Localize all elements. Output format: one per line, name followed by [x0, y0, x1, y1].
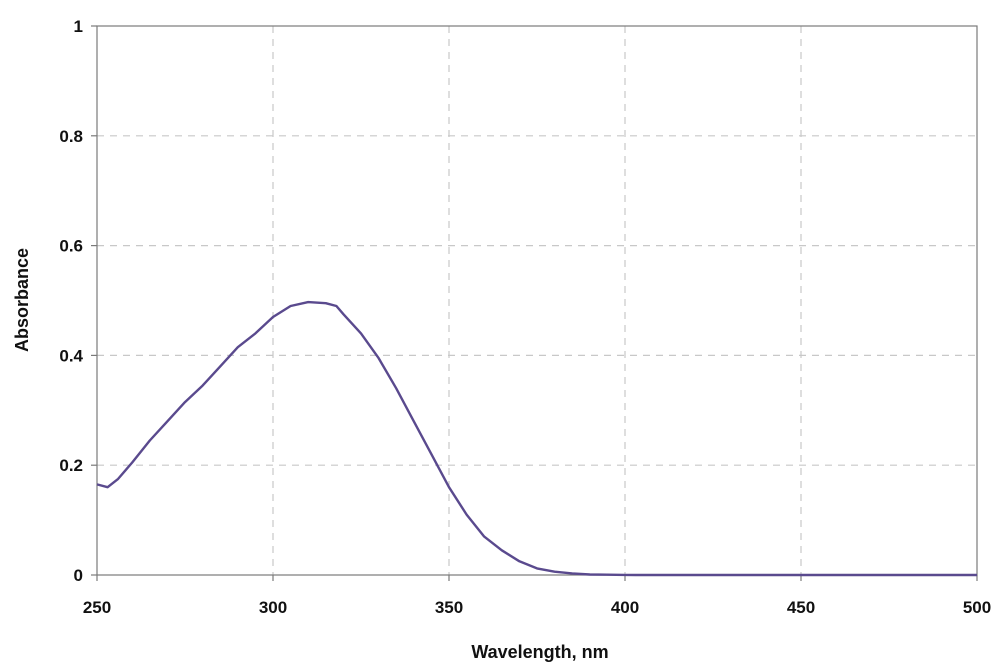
y-tick-labels: 0 0.2 0.4 0.6 0.8 1 [59, 17, 83, 585]
y-tick-label: 0.8 [59, 127, 83, 146]
y-tick-label: 0.6 [59, 237, 83, 256]
x-tick-label: 400 [611, 598, 639, 617]
x-tick-label: 250 [83, 598, 111, 617]
grid-lines [97, 26, 977, 575]
y-tick-label: 0.2 [59, 456, 83, 475]
x-axis-title: Wavelength, nm [471, 642, 608, 662]
axis-ticks [91, 25, 978, 581]
y-tick-label: 0 [74, 566, 83, 585]
x-tick-label: 300 [259, 598, 287, 617]
y-tick-label: 1 [74, 17, 83, 36]
x-tick-label: 450 [787, 598, 815, 617]
x-tick-labels: 250 300 350 400 450 500 [83, 598, 991, 617]
absorbance-series-line [96, 300, 977, 577]
plot-area-frame [96, 25, 978, 576]
y-tick-label: 0.4 [59, 346, 83, 365]
x-tick-label: 500 [963, 598, 991, 617]
x-tick-label: 350 [435, 598, 463, 617]
y-axis-title: Absorbance [12, 248, 32, 352]
